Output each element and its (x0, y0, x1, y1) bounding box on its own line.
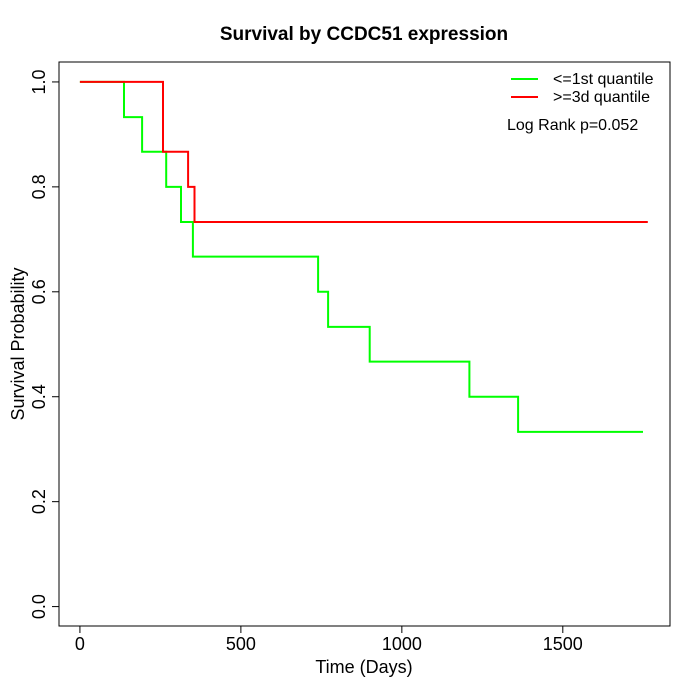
y-tick-label: 1.0 (29, 69, 49, 94)
chart-title: Survival by CCDC51 expression (220, 24, 508, 45)
plot-box (58, 61, 671, 627)
y-tick-label: 0.8 (29, 174, 49, 199)
x-tick-label: 1500 (543, 634, 583, 654)
x-axis: 0 500 1000 1500 (75, 626, 583, 654)
y-tick-label: 0.0 (29, 594, 49, 619)
y-axis-label: Survival Probability (8, 267, 28, 420)
logrank-pvalue-note: Log Rank p=0.052 (507, 117, 638, 134)
x-axis-label: Time (Days) (315, 657, 412, 677)
series-path-high-expression (79, 80, 648, 223)
series-lines (79, 80, 648, 433)
y-axis: 0.0 0.2 0.4 0.6 0.8 1.0 (29, 69, 59, 619)
y-tick-label: 0.4 (29, 384, 49, 409)
legend-label-high-expression: >=3d quantile (553, 89, 650, 106)
x-tick-label: 1000 (382, 634, 422, 654)
legend: <=1st quantile >=3d quantile Log Rank p=… (507, 71, 654, 134)
y-tick-label: 0.6 (29, 279, 49, 304)
x-tick-label: 0 (75, 634, 85, 654)
legend-label-low-expression: <=1st quantile (553, 71, 654, 88)
y-tick-label: 0.2 (29, 489, 49, 514)
x-tick-label: 500 (226, 634, 256, 654)
series-path-low-expression (79, 80, 643, 433)
